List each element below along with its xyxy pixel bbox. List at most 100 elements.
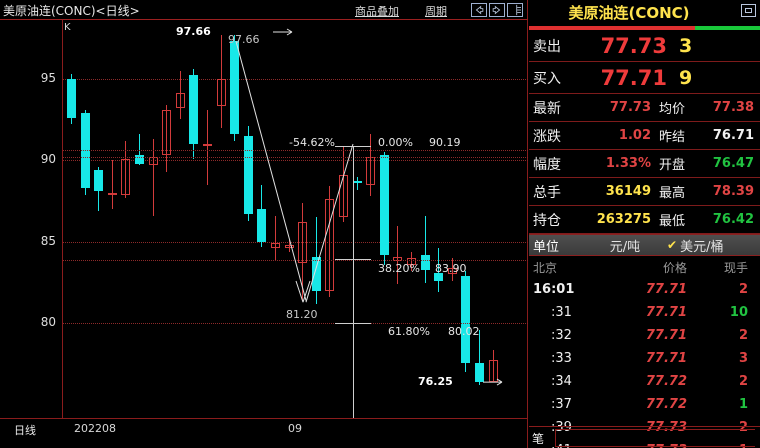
period-link[interactable]: 周期: [425, 5, 447, 18]
candle-body: [393, 256, 403, 262]
candlestick-plot[interactable]: 97.66 97.66 -54.62% 0.00% 90.19 38.20% 83.90 61…: [62, 20, 528, 418]
candlestick: [135, 20, 144, 418]
candle-body: [311, 256, 321, 291]
ask-row[interactable]: 卖出 77.73 3: [529, 30, 760, 62]
candlestick: [352, 20, 362, 418]
footer-input[interactable]: [555, 429, 755, 447]
unit-option-usd-per-barrel[interactable]: 美元/桶: [680, 239, 724, 255]
commodity-overlay-link[interactable]: 商品叠加: [355, 5, 399, 18]
candle-body: [475, 362, 484, 383]
tick-volume: 1: [687, 443, 753, 448]
stat-label-left: 涨跌: [533, 128, 561, 145]
stat-value-left: 1.02: [618, 128, 651, 143]
tick-price: 77.71: [645, 305, 687, 320]
candlestick: [67, 20, 76, 418]
candlestick: [393, 20, 403, 418]
label-pointer-last-head2: [496, 381, 503, 386]
candle-body: [407, 258, 416, 265]
candlestick: [271, 20, 280, 418]
candlestick: [475, 20, 484, 418]
candlestick: [107, 20, 117, 418]
chart-title: 美原油连(CONC)<日线>: [3, 4, 140, 18]
y-axis-tick: 95: [40, 70, 56, 85]
candle-wick: [125, 140, 127, 198]
tick-row[interactable]: :4177.731: [529, 439, 760, 448]
candle-body: [162, 109, 172, 156]
tick-col-volume: 现手: [723, 260, 748, 275]
x-axis-tick: 09: [288, 422, 302, 435]
candle-body: [175, 93, 185, 109]
candle-body: [379, 155, 389, 255]
tick-price: 77.72: [645, 374, 687, 389]
candle-body: [298, 222, 308, 264]
candle-wick: [479, 329, 480, 385]
tick-row[interactable]: :39 77.73 2: [529, 416, 760, 439]
label-pointer-last-head: [496, 378, 503, 383]
candlestick: [311, 20, 321, 418]
x-axis-period-label: 日线: [14, 424, 36, 437]
stat-value-left: 1.33%: [605, 156, 651, 171]
candle-body: [420, 254, 430, 270]
stat-value-right: 76.47: [712, 156, 754, 171]
tick-row[interactable]: :37 77.72 1: [529, 393, 760, 416]
bid-row[interactable]: 买入 77.71 9: [529, 62, 760, 94]
unit-label: 单位: [533, 239, 560, 255]
candle-body: [135, 155, 144, 164]
strength-bar-buy: [695, 26, 760, 30]
tick-row[interactable]: :33 77.71 3: [529, 347, 760, 370]
tick-col-price: 价格: [662, 260, 687, 275]
candle-body: [434, 272, 444, 281]
candle-wick: [424, 215, 426, 283]
restore-window-icon[interactable]: [741, 4, 756, 17]
candle-body: [257, 209, 267, 242]
tick-row[interactable]: 16:01 77.71 2: [529, 278, 760, 301]
tick-price: 77.71: [645, 328, 687, 343]
candlestick: [488, 20, 498, 418]
candle-wick: [492, 349, 494, 382]
candle-body: [148, 157, 158, 166]
candle-wick: [166, 104, 168, 172]
stat-value-right: 78.39: [712, 184, 754, 199]
instrument-name: 美原油连(CONC): [568, 4, 690, 22]
tick-volume: 2: [738, 420, 748, 435]
tick-row[interactable]: :31 77.71 10: [529, 301, 760, 324]
ask-label: 卖出: [533, 38, 561, 55]
candlestick: [203, 20, 212, 418]
unit-option-cny-per-ton[interactable]: 元/吨: [609, 239, 641, 255]
tick-time: 16:01: [533, 282, 575, 297]
bid-volume: 9: [679, 66, 693, 89]
candlestick: [94, 20, 104, 418]
bid-price: 77.71: [600, 65, 667, 90]
candle-body: [284, 245, 294, 249]
unit-selector-row[interactable]: 单位 元/吨 ✔ 美元/桶: [529, 234, 760, 256]
quote-header: 美原油连(CONC): [529, 0, 760, 26]
tick-price: 77.73: [645, 420, 687, 435]
candle-body: [67, 78, 76, 118]
candle-wick: [179, 70, 181, 120]
stat-label-right: 最低: [659, 214, 686, 229]
tick-volume: 3: [738, 351, 748, 366]
ask-volume: 3: [679, 34, 693, 57]
layout-panel-icon[interactable]: [507, 3, 523, 17]
tick-time: :37: [551, 397, 572, 412]
gridline: [63, 160, 528, 162]
stat-label-left: 最新: [533, 100, 561, 117]
arrow-left-icon[interactable]: [471, 3, 487, 17]
quote-pane: 美原油连(CONC) 卖出 77.73 3 买入 77.71 9 最新 77.73…: [529, 0, 760, 448]
candle-wick: [370, 134, 372, 197]
tick-row[interactable]: :32 77.71 2: [529, 324, 760, 347]
chart-titlebar: 美原油连(CONC)<日线> 商品叠加 周期: [0, 0, 528, 20]
statistics-row: 最新 77.73 均价 77.38: [529, 94, 760, 122]
gridline: [63, 78, 528, 80]
fib-level-neg5462: [63, 150, 528, 152]
stat-label-left: 持仓: [533, 212, 561, 229]
candlestick: [447, 20, 457, 418]
arrow-right-icon[interactable]: [489, 3, 505, 17]
chart-pane: 美原油连(CONC)<日线> 商品叠加 周期 K: [0, 0, 528, 448]
tick-col-time: 北京: [533, 260, 558, 275]
candle-wick: [152, 139, 154, 216]
tick-volume: 10: [729, 305, 748, 320]
candlestick: [80, 20, 90, 418]
tick-row[interactable]: :34 77.72 2: [529, 370, 760, 393]
tick-table-body[interactable]: 16:01 77.71 2:31 77.71 10:32 77.71 2:33 77.71 3:…: [529, 278, 760, 448]
